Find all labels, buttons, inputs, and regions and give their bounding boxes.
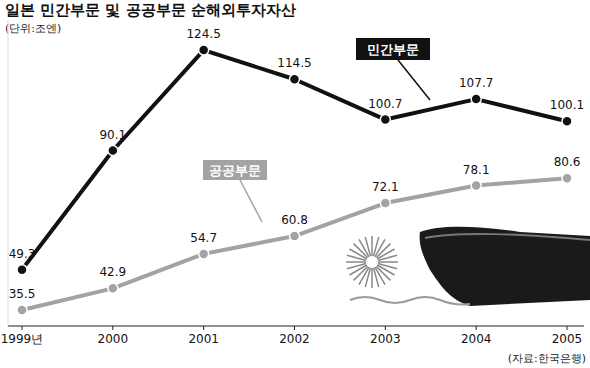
data-label: 54.7 [190,231,217,245]
data-label: 49.3 [9,247,36,261]
shape-edge [425,234,590,240]
sunburst-ray [377,249,394,259]
data-label: 100.7 [368,97,402,111]
dark-shape [420,227,590,306]
sunburst-ray [365,268,370,287]
data-label: 124.5 [186,27,220,41]
data-label: 60.8 [281,213,308,227]
data-label: 100.1 [550,98,584,112]
x-tick [294,326,295,330]
illustration [346,227,590,306]
point [380,115,390,125]
x-tick [112,326,113,330]
sunburst-ray [365,237,370,256]
point [471,181,481,191]
x-tick-label: 2005 [552,332,583,346]
series-name: 민간부문 [367,42,419,57]
source: (자료:한국은행) [508,352,586,365]
data-label: 80.6 [554,155,581,169]
point [199,45,209,55]
series-name-label: 민간부문 [356,38,430,100]
data-labels: 49.3 90.1 124.5 114.5 100.7 107.7 100.1 35.5 42.… [9,27,585,301]
x-axis-line [8,326,584,327]
title: 일본 민간부문 및 공공부문 순해외투자자산 [5,1,296,19]
x-tick [476,326,477,330]
leader-line [240,180,262,222]
plot-marks [17,45,572,315]
x-tick-label: 2002 [279,332,310,346]
point [290,231,300,241]
series-line [22,50,567,270]
x-tick-label: 2004 [461,332,492,346]
point [290,74,300,84]
leader-line [398,60,430,100]
sunburst-ray [349,265,366,275]
sunburst-ray [347,255,366,260]
sunburst-ray [378,264,397,269]
data-label: 35.5 [9,287,36,301]
y-axis-line [8,19,9,326]
point [199,249,209,259]
data-label: 114.5 [277,56,311,70]
point [108,146,118,156]
sunburst-ray [346,261,366,263]
data-label: 42.9 [99,265,126,279]
x-tick-label: 1999년 [1,332,44,346]
series-line [22,178,567,310]
chart-root: 일본 민간부문 및 공공부문 순해외투자자산 (단위:조엔) 1999년 2000 20… [0,0,590,368]
sunburst-ray [359,239,369,256]
x-tick [203,326,204,330]
sunburst-ray [375,267,385,284]
sunburst-ray [378,261,398,263]
sunburst-ray [374,237,379,256]
point [108,283,118,293]
x-tick [22,326,23,330]
sunburst-ray [374,268,379,287]
x-tick [385,326,386,330]
series-name-label: 공공부문 [203,160,267,222]
data-label: 72.1 [372,180,399,194]
sunburst-ray [378,255,397,260]
point [562,116,572,126]
data-label: 107.7 [459,76,493,90]
point [380,198,390,208]
wave [350,297,470,305]
x-tick-label: 2003 [370,332,401,346]
data-label: 90.1 [99,128,126,142]
data-label: 78.1 [463,163,490,177]
point [17,265,27,275]
point [562,173,572,183]
series-name: 공공부문 [209,163,261,178]
chart-svg: 일본 민간부문 및 공공부문 순해외투자자산 (단위:조엔) 1999년 2000 20… [0,0,590,368]
name-box [203,160,267,180]
x-tick-label: 2000 [98,332,129,346]
point [17,305,27,315]
x-tick-label: 2001 [188,332,219,346]
subtitle: (단위:조엔) [5,22,61,35]
sunburst-ray [371,268,373,288]
point [471,94,481,104]
sunburst-ray [371,236,373,256]
name-box [356,38,430,60]
x-tick [567,326,568,330]
sunburst-ray [347,264,366,269]
